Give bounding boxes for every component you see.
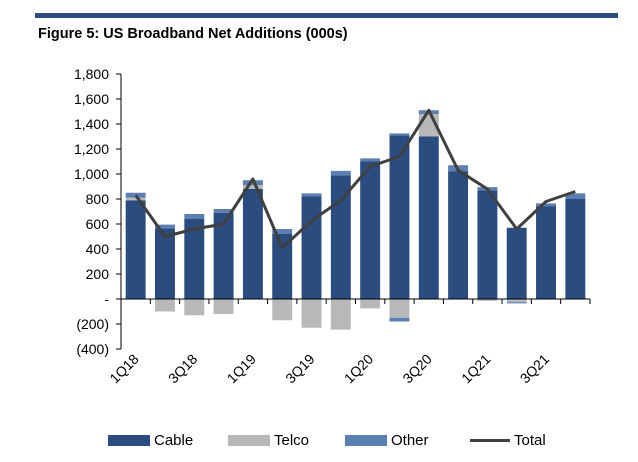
- y-tick-label: (400): [76, 341, 109, 357]
- y-tick-label: 800: [86, 191, 110, 207]
- y-tick-label: 1,000: [74, 166, 109, 182]
- bar-cable-1Q20: [360, 161, 381, 299]
- bar-cable-1Q21: [477, 190, 498, 299]
- bar-other-1Q20: [360, 158, 381, 162]
- bar-other-4Q19: [330, 170, 351, 176]
- bars: [125, 110, 586, 330]
- x-tick-label: 1Q19: [223, 351, 259, 387]
- x-tick-label: 3Q20: [399, 351, 435, 387]
- bar-telco-neg-2Q18: [155, 299, 175, 312]
- y-tick-label: (200): [76, 316, 109, 332]
- bar-telco-neg-2Q20: [389, 299, 410, 318]
- series-line-total: [134, 108, 576, 250]
- bar-telco-neg-2Q19: [272, 299, 293, 321]
- total-line: [134, 108, 576, 250]
- bar-cable-4Q18: [213, 212, 234, 299]
- y-tick-label: 200: [86, 266, 110, 282]
- legend-swatch-telco: [228, 434, 270, 446]
- bar-cable-4Q20: [448, 171, 469, 299]
- x-tick-label: 1Q18: [106, 351, 142, 387]
- bar-telco-neg-3Q18: [184, 299, 205, 316]
- figure-title: Figure 5: US Broadband Net Additions (00…: [38, 26, 348, 42]
- bar-telco-neg-1Q21: [477, 299, 498, 301]
- bar-cable-2Q21: [506, 227, 527, 299]
- bar-cable-4Q21: [565, 199, 586, 299]
- bar-cable-1Q19: [242, 189, 263, 299]
- legend-line-total: [470, 438, 510, 442]
- bar-cable-3Q18: [184, 219, 205, 299]
- chart: 1,800 1,600 1,400 1,200 1,000 800 600 400 200 - (2…: [74, 66, 591, 387]
- y-axis: 1,800 1,600 1,400 1,200 1,000 800 600 400 200 - (2…: [74, 66, 122, 357]
- legend: Cable Telco Other Total: [0, 428, 638, 452]
- bar-telco-neg-3Q19: [301, 299, 322, 328]
- y-tick-label: 1,200: [74, 141, 109, 157]
- top-rule: [35, 13, 618, 18]
- legend-item-cable: Cable: [108, 428, 193, 452]
- bar-other-2Q20: [389, 133, 410, 136]
- bar-cable-1Q18: [125, 200, 146, 299]
- legend-item-total: Total: [470, 428, 546, 452]
- bar-other-neg-2Q21: [506, 302, 527, 304]
- bar-other-3Q19: [301, 193, 322, 197]
- bar-cable-2Q20: [389, 135, 410, 299]
- bar-other-2Q18: [155, 224, 175, 229]
- bar-cable-2Q19: [272, 234, 293, 299]
- bar-telco-neg-2Q21: [506, 299, 527, 303]
- bar-telco-neg-1Q20: [360, 299, 381, 309]
- y-tick-label: 400: [86, 241, 110, 257]
- bar-cable-3Q20: [418, 136, 439, 299]
- legend-swatch-other: [345, 434, 387, 446]
- y-tick-label: 1,600: [74, 91, 109, 107]
- legend-label-cable: Cable: [154, 431, 194, 449]
- x-tick-label: 1Q20: [341, 351, 377, 387]
- legend-label-telco: Telco: [274, 431, 310, 449]
- y-tick-label: 1,400: [74, 116, 109, 132]
- bar-telco-1Q18: [125, 197, 146, 201]
- bar-telco-neg-4Q19: [330, 299, 351, 330]
- bar-other-2Q19: [272, 229, 293, 234]
- y-tick-label: -: [104, 291, 109, 307]
- y-tick-label: 600: [86, 216, 110, 232]
- bar-telco-1Q19: [242, 185, 263, 189]
- bar-other-4Q21: [565, 193, 586, 199]
- x-tick-label: 3Q18: [165, 351, 201, 387]
- bar-other-neg-2Q20: [389, 317, 410, 322]
- bar-cable-3Q21: [536, 206, 556, 299]
- bar-cable-2Q18: [155, 228, 175, 299]
- bar-telco-neg-4Q18: [213, 299, 234, 314]
- bar-other-3Q21: [536, 203, 556, 207]
- bar-cable-4Q19: [330, 175, 351, 299]
- x-tick-label: 3Q21: [517, 351, 553, 387]
- legend-label-total: Total: [514, 431, 546, 449]
- legend-item-telco: Telco: [228, 428, 309, 452]
- bar-other-4Q18: [213, 209, 234, 213]
- legend-label-other: Other: [391, 431, 429, 449]
- legend-item-other: Other: [345, 428, 429, 452]
- y-tick-label: 1,800: [74, 66, 109, 82]
- bar-other-1Q18: [125, 192, 146, 198]
- bar-other-3Q18: [184, 214, 205, 219]
- legend-swatch-cable: [108, 434, 150, 446]
- x-tick-label: 3Q19: [282, 351, 318, 387]
- x-tick-label: 1Q21: [458, 351, 494, 387]
- bar-cable-3Q19: [301, 196, 322, 299]
